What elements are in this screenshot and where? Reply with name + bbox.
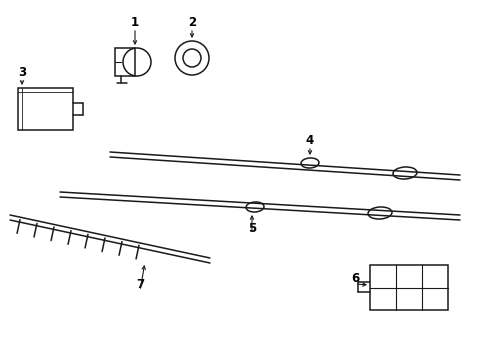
- Bar: [115, 48, 135, 76]
- Text: 6: 6: [351, 271, 359, 284]
- Text: 2: 2: [188, 15, 196, 28]
- Text: 5: 5: [248, 221, 256, 234]
- Text: 3: 3: [18, 66, 26, 78]
- Bar: [370, 265, 448, 310]
- Bar: [18, 88, 73, 130]
- Text: 1: 1: [131, 15, 139, 28]
- Text: 7: 7: [136, 279, 144, 292]
- Text: 4: 4: [306, 134, 314, 147]
